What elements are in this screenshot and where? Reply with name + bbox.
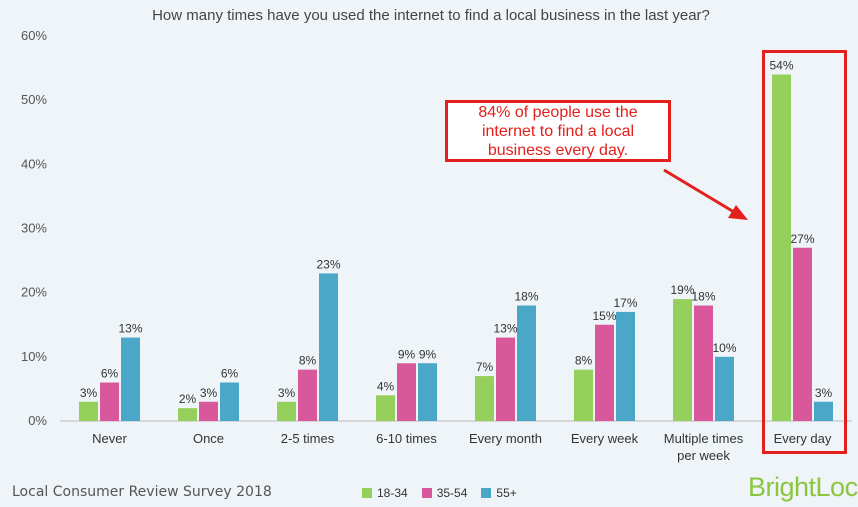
bar-35-54 (793, 247, 812, 421)
brand-logo: BrightLocal (748, 472, 858, 502)
legend-label: 55+ (496, 486, 517, 500)
y-tick-label: 20% (21, 285, 47, 300)
legend-label: 35-54 (436, 486, 468, 500)
data-label: 2% (179, 392, 197, 406)
x-tick-label: Every month (469, 431, 542, 446)
x-tick-label: Every week (571, 431, 639, 446)
data-label: 10% (712, 341, 736, 355)
data-label: 54% (769, 59, 793, 73)
data-label: 19% (670, 283, 694, 297)
legend-item-35-54: 35-54 (421, 486, 468, 500)
bar-35-54 (595, 324, 614, 421)
bar-18-34 (673, 299, 692, 421)
x-tick-label: Never (92, 431, 127, 446)
data-label: 23% (316, 257, 340, 271)
bar-18-34 (772, 74, 791, 421)
data-label: 8% (299, 354, 317, 368)
y-tick-label: 10% (21, 349, 47, 364)
data-labels: 3%6%13%2% 3%6%3%8%23%4%9% 9%7%13%18%8%15%1… (80, 59, 833, 407)
data-label: 18% (514, 290, 538, 304)
bars (79, 74, 833, 421)
x-tick-label: 2-5 times (281, 431, 335, 446)
data-label: 3% (278, 386, 296, 400)
legend: 18-34 35-54 55+ (362, 486, 517, 500)
bar-55-plus (715, 356, 734, 421)
bar-55-plus (814, 401, 833, 421)
data-label: 15% (592, 309, 616, 323)
bar-18-34 (574, 369, 593, 421)
bar-18-34 (475, 376, 494, 421)
source-label: Local Consumer Review Survey 2018 (12, 484, 272, 500)
data-label: 7% (476, 360, 494, 374)
x-tick-label: Multiple times (664, 431, 744, 446)
every-day-highlight-box (762, 50, 847, 454)
data-label: 13% (493, 322, 517, 336)
bar-55-plus (121, 337, 140, 421)
data-label: 3% (815, 386, 833, 400)
bar-18-34 (178, 408, 197, 421)
y-tick-label: 30% (21, 221, 47, 236)
y-tick-label: 50% (21, 92, 47, 107)
x-tick-label: Every day (774, 431, 832, 446)
data-label: 18% (691, 290, 715, 304)
x-tick-label: 6-10 times (376, 431, 437, 446)
bar-55-plus (616, 311, 635, 421)
bar-55-plus (418, 363, 437, 421)
data-label: 9% (398, 347, 416, 361)
bar-35-54 (298, 369, 317, 421)
chart-title: How many times have you used the interne… (152, 7, 710, 24)
bar-18-34 (79, 401, 98, 421)
bar-18-34 (277, 401, 296, 421)
bar-35-54 (397, 363, 416, 421)
legend-item-55-plus: 55+ (481, 486, 517, 500)
data-label: 6% (101, 367, 119, 381)
legend-swatch (362, 488, 372, 498)
legend-swatch (421, 488, 432, 498)
legend-item-18-34: 18-34 (362, 486, 408, 500)
bar-35-54 (199, 401, 218, 421)
data-label: 3% (200, 386, 218, 400)
bar-55-plus (319, 273, 338, 421)
y-tick-label: 60% (21, 28, 47, 43)
callout-box: 84% of people use the internet to find a… (445, 100, 671, 162)
bar-18-34 (376, 395, 395, 421)
bar-55-plus (517, 305, 536, 421)
x-tick-label: per week (677, 448, 730, 463)
data-label: 13% (118, 322, 142, 336)
y-tick-label: 40% (21, 156, 47, 171)
x-tick-label: Once (193, 431, 224, 446)
data-label: 4% (377, 379, 395, 393)
bar-35-54 (694, 305, 713, 421)
legend-label: 18-34 (377, 486, 408, 500)
bar-35-54 (100, 382, 119, 421)
data-label: 9% (419, 347, 437, 361)
data-label: 27% (790, 232, 814, 246)
data-label: 3% (80, 386, 98, 400)
data-label: 6% (221, 367, 239, 381)
legend-swatch (481, 488, 492, 498)
bar-35-54 (496, 337, 515, 421)
data-label: 8% (575, 354, 593, 368)
y-axis-ticks: 0% 10% 20% 30% 40% 50% 60% (21, 28, 47, 428)
x-axis-ticks: Never Once 2-5 times 6-10 times Every month E… (92, 431, 832, 463)
callout-arrow (663, 168, 748, 220)
y-tick-label: 0% (28, 413, 47, 428)
bar-55-plus (220, 382, 239, 421)
data-label: 17% (613, 296, 637, 310)
